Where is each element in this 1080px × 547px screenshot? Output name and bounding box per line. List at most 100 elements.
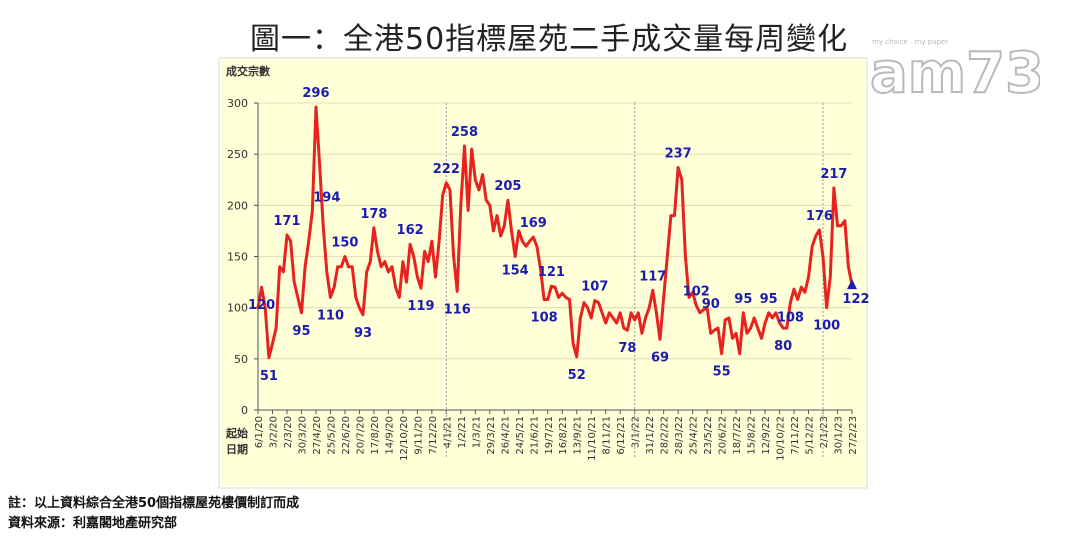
x-tick-label: 27/2/23	[848, 416, 859, 455]
data-label: 217	[820, 167, 847, 182]
data-label: 171	[273, 214, 300, 229]
x-tick-label: 6/1/20	[254, 416, 265, 448]
y-tick-label: 200	[227, 199, 248, 212]
data-label: 80	[774, 339, 792, 354]
data-label: 110	[317, 308, 344, 323]
x-tick-label: 7/11/22	[790, 416, 801, 455]
x-tick-label: 23/5/22	[703, 416, 714, 455]
data-label: 90	[702, 297, 720, 312]
y-tick-label: 50	[234, 353, 248, 366]
data-label: 55	[713, 365, 731, 380]
x-tick-label: 3/2/20	[268, 416, 279, 448]
x-axis-label-line2: 日期	[226, 442, 248, 456]
x-tick-label: 25/4/22	[689, 416, 700, 455]
year-dividers	[445, 103, 824, 458]
data-label: 95	[760, 292, 778, 307]
data-labels: 120 51 171 95 296 194 110 150 93 178 162 119 222 116 2…	[248, 86, 870, 384]
footnote-source: 資料來源：利嘉閣地產研究部	[8, 516, 178, 531]
data-label: 296	[302, 86, 329, 101]
data-label: 78	[618, 341, 636, 356]
x-tick-label: 15/8/22	[747, 416, 758, 455]
x-tick-label: 12/10/20	[399, 416, 410, 461]
am730-logo: my choice . my paper am730	[869, 38, 1040, 100]
data-label: 117	[639, 269, 666, 284]
x-axis-label-line1: 起始	[225, 426, 248, 440]
x-tick-label: 19/7/21	[544, 416, 555, 455]
x-tick-label: 5/12/22	[805, 416, 816, 455]
y-tick-label: 300	[227, 97, 248, 110]
data-label: 120	[248, 298, 275, 313]
x-tick-label: 6/12/21	[616, 416, 627, 455]
x-tick-label: 9/11/20	[413, 416, 424, 455]
x-tick-label: 29/3/21	[486, 416, 497, 455]
data-label: 51	[260, 369, 278, 384]
data-label: 194	[313, 190, 340, 205]
data-label: 176	[806, 209, 833, 224]
x-axis: 6/1/20 3/2/20 2/3/20 30/3/20 27/4/20 25/5/20 2…	[254, 410, 859, 461]
x-tick-label: 20/7/20	[355, 416, 366, 455]
data-label: 100	[813, 319, 840, 334]
y-axis: 0 50 100 150 200 250 300	[227, 97, 852, 417]
series-line	[256, 105, 857, 360]
footnotes: 註：以上資料綜合全港50個指標屋苑樓價制訂而成 資料來源：利嘉閣地產研究部	[8, 494, 299, 534]
data-label: 162	[397, 223, 424, 238]
x-tick-label: 24/5/21	[515, 416, 526, 455]
data-label: 93	[354, 326, 372, 341]
x-tick-label: 21/6/21	[529, 416, 540, 455]
data-label: 154	[502, 263, 529, 278]
data-label: 95	[734, 292, 752, 307]
data-label: 69	[651, 350, 669, 365]
data-label: 52	[568, 368, 586, 383]
data-label: 108	[531, 310, 558, 325]
y-tick-label: 100	[227, 302, 248, 315]
x-tick-label: 8/11/21	[602, 416, 613, 455]
data-label: 150	[331, 236, 358, 251]
x-tick-label: 10/10/22	[776, 416, 787, 461]
x-tick-label: 1/3/21	[471, 416, 482, 448]
x-tick-label: 30/1/23	[834, 416, 845, 455]
data-label: 119	[407, 299, 434, 314]
x-tick-label: 20/6/22	[718, 416, 729, 455]
x-tick-label: 13/9/21	[573, 416, 584, 455]
chart-title: 圖一：全港50指標屋苑二手成交量每周變化	[250, 22, 849, 57]
data-label: 178	[360, 207, 387, 222]
y-axis-label: 成交宗數	[226, 64, 270, 78]
y-tick-label: 250	[227, 148, 248, 161]
x-tick-label: 14/9/20	[384, 416, 395, 455]
x-tick-label: 25/5/20	[326, 416, 337, 455]
x-tick-label: 31/1/22	[645, 416, 656, 455]
footnote-note: 註：以上資料綜合全港50個指標屋苑樓價制訂而成	[8, 496, 300, 511]
x-tick-label: 28/2/22	[660, 416, 671, 455]
x-tick-label: 26/4/21	[500, 416, 511, 455]
data-label: 122	[842, 292, 869, 307]
data-label: 102	[683, 285, 710, 300]
y-tick-label: 150	[227, 251, 248, 264]
x-tick-label: 30/3/20	[297, 416, 308, 455]
data-label: 108	[777, 310, 804, 325]
x-tick-label: 22/6/20	[341, 416, 352, 455]
data-label: 222	[433, 162, 460, 177]
data-label: 121	[538, 265, 565, 280]
x-tick-label: 27/4/20	[312, 416, 323, 455]
x-tick-label: 2/1/23	[819, 416, 830, 448]
end-marker	[847, 279, 857, 290]
data-label: 258	[451, 125, 478, 140]
x-tick-label: 3/1/22	[631, 416, 642, 448]
x-tick-label: 16/8/21	[558, 416, 569, 455]
logo-wordmark: am730	[870, 41, 1040, 100]
logo-tagline: my choice . my paper	[872, 38, 948, 46]
x-tick-label: 28/3/22	[674, 416, 685, 455]
x-tick-label: 1/2/21	[457, 416, 468, 448]
data-label: 95	[292, 324, 310, 339]
data-label: 205	[494, 179, 521, 194]
x-tick-label: 11/10/21	[587, 416, 598, 461]
x-tick-label: 4/1/21	[442, 416, 453, 448]
data-label: 107	[581, 280, 608, 295]
x-tick-label: 2/3/20	[283, 416, 294, 448]
x-tick-label: 18/7/22	[732, 416, 743, 455]
x-tick-label: 12/9/22	[761, 416, 772, 455]
data-label: 237	[665, 146, 692, 161]
data-label: 116	[444, 302, 471, 317]
